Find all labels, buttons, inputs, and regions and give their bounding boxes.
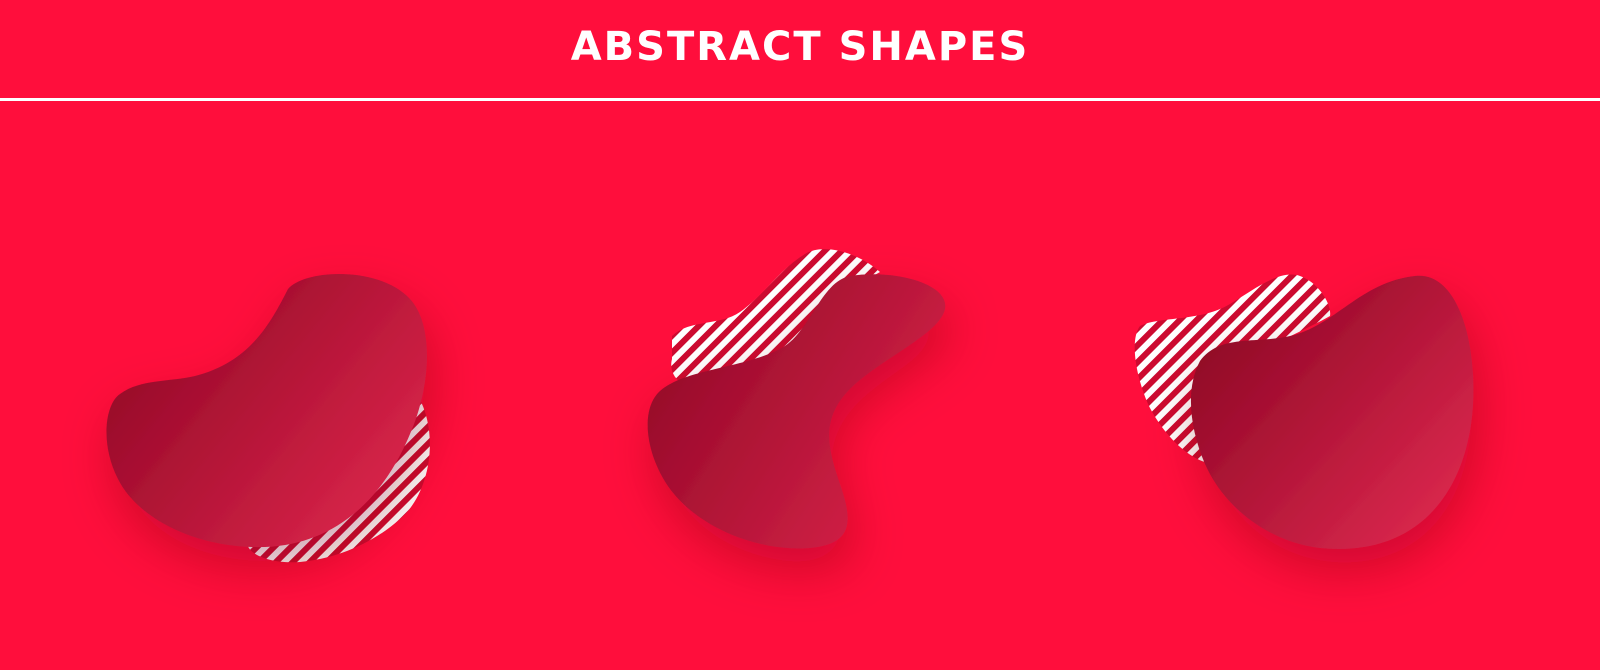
striped-blob-2 bbox=[671, 249, 880, 387]
gradient-blob-2 bbox=[647, 274, 946, 549]
page-title: ABSTRACT SHAPES bbox=[570, 24, 1030, 70]
shapes-canvas bbox=[106, 249, 1474, 563]
abstract-shape-3 bbox=[1134, 274, 1474, 549]
shapes-stage bbox=[0, 104, 1600, 670]
abstract-shape-1 bbox=[106, 274, 430, 563]
page-header: ABSTRACT SHAPES bbox=[0, 0, 1600, 101]
gradient-blob-3 bbox=[1190, 275, 1474, 549]
gradient-blob-1 bbox=[106, 274, 427, 548]
abstract-shape-2 bbox=[647, 249, 946, 549]
